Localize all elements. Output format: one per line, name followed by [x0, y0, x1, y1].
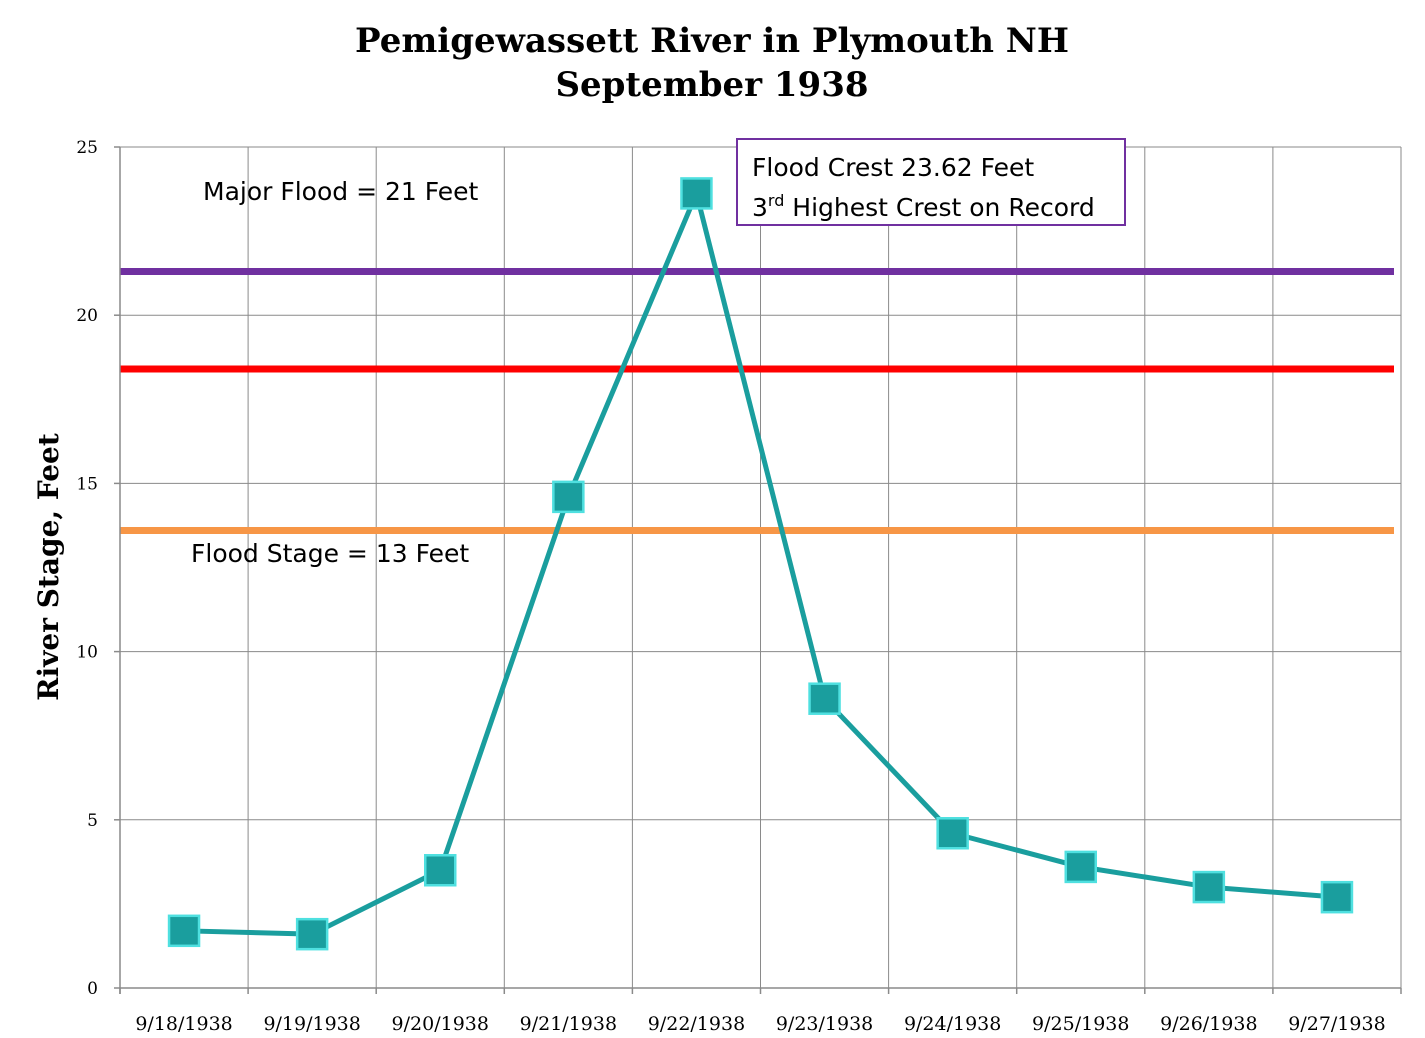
x-tick-label: 9/18/1938	[135, 1013, 232, 1035]
x-tick-label: 9/23/1938	[776, 1013, 873, 1035]
x-tick-label: 9/24/1938	[904, 1013, 1001, 1035]
chart-title-line-1: Pemigewassett River in Plymouth NH	[355, 21, 1069, 61]
major-flood-label: Major Flood = 21 Feet	[203, 177, 479, 206]
x-tick-label: 9/20/1938	[392, 1013, 489, 1035]
callout-superscript: rd	[768, 191, 784, 210]
data-point-marker	[1322, 882, 1352, 912]
data-point-marker	[553, 482, 583, 512]
data-point-marker	[681, 178, 711, 208]
flood-stage-label: Flood Stage = 13 Feet	[191, 539, 469, 568]
data-point-marker	[169, 916, 199, 946]
data-point-marker	[810, 684, 840, 714]
x-tick-label: 9/19/1938	[263, 1013, 360, 1035]
data-point-marker	[1066, 852, 1096, 882]
x-tick-label: 9/22/1938	[648, 1013, 745, 1035]
data-point-marker	[1194, 872, 1224, 902]
y-tick-label: 5	[87, 811, 98, 831]
y-tick-label: 15	[76, 474, 98, 494]
x-tick-label: 9/27/1938	[1288, 1013, 1385, 1035]
y-axis-label: River Stage, Feet	[32, 433, 65, 701]
flood-crest-callout: Flood Crest 23.62 Feet 3rd Highest Crest…	[737, 139, 1125, 225]
data-point-marker	[297, 919, 327, 949]
chart-title-line-2: September 1938	[555, 65, 868, 105]
x-tick-label: 9/26/1938	[1160, 1013, 1257, 1035]
callout-line-2: 3rd Highest Crest on Record	[752, 191, 1095, 222]
y-tick-label: 25	[76, 138, 98, 158]
callout-ordinal: 3	[752, 193, 768, 222]
callout-line-2-text: Highest Crest on Record	[784, 193, 1094, 222]
data-point-marker	[938, 818, 968, 848]
x-tick-label: 9/21/1938	[520, 1013, 617, 1035]
y-tick-label: 20	[76, 306, 98, 326]
data-point-marker	[425, 855, 455, 885]
callout-line-1: Flood Crest 23.62 Feet	[752, 153, 1034, 182]
y-tick-label: 0	[87, 979, 98, 999]
y-tick-label: 10	[76, 643, 98, 663]
reference-lines	[120, 271, 1394, 530]
x-tick-label: 9/25/1938	[1032, 1013, 1129, 1035]
